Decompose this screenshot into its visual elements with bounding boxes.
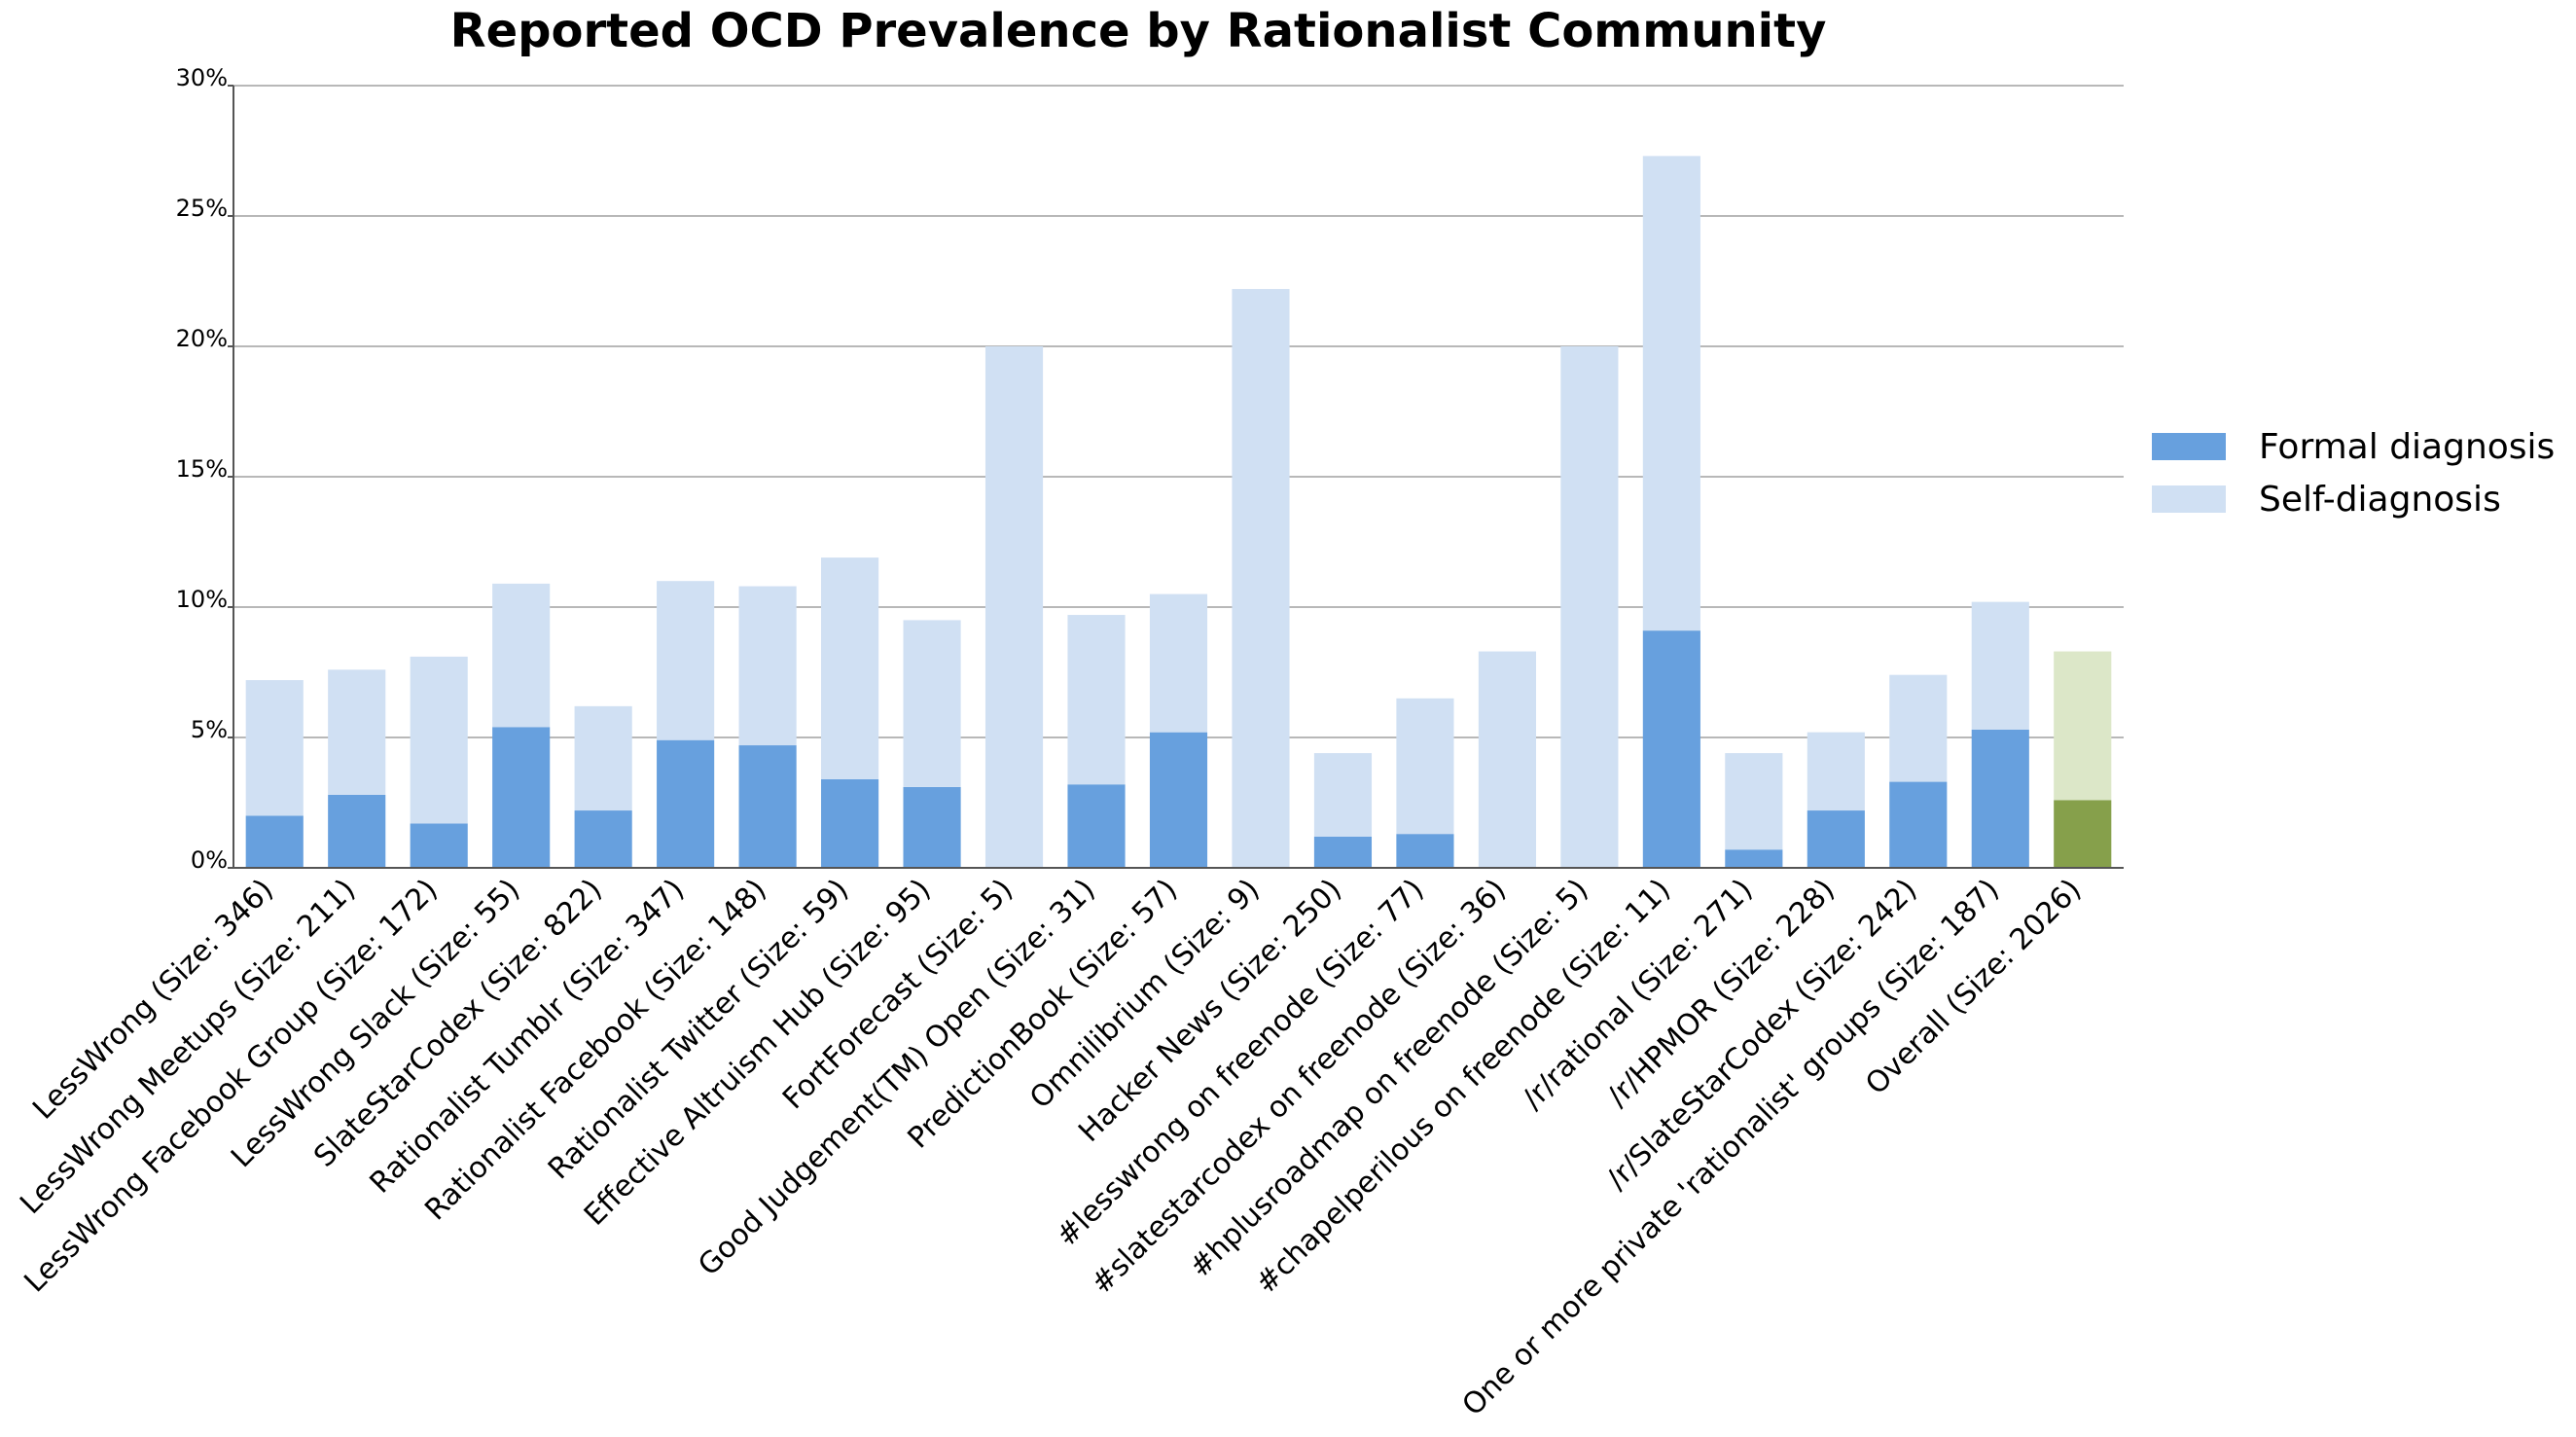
bar-formal-diagnosis [1642, 630, 1700, 868]
bar-formal-diagnosis [821, 778, 879, 868]
bar-self-diagnosis [245, 680, 304, 816]
x-category-label: LessWrong Meetups (Size: 211) [14, 873, 362, 1221]
bar-self-diagnosis [2054, 651, 2112, 801]
bar-self-diagnosis [1971, 601, 2029, 730]
y-tick-label: 20% [176, 325, 228, 352]
bar-self-diagnosis [328, 669, 386, 795]
legend-label-formal: Formal diagnosis [2259, 426, 2556, 467]
bar-formal-diagnosis [1149, 732, 1208, 868]
x-category-labels: LessWrong (Size: 346)LessWrong Meetups (… [14, 873, 2088, 1422]
legend: Formal diagnosis Self-diagnosis [2152, 420, 2555, 525]
bar-self-diagnosis [903, 620, 961, 787]
y-tick-label: 0% [191, 846, 228, 874]
bar-self-diagnosis [738, 586, 797, 746]
bar-self-diagnosis [1642, 156, 1700, 631]
bar-self-diagnosis [492, 583, 551, 728]
x-category-label: Rationalist Twitter (Size: 59) [542, 873, 855, 1186]
y-tick-label: 30% [176, 64, 228, 91]
bar-formal-diagnosis [1725, 849, 1783, 868]
legend-label-self: Self-diagnosis [2259, 479, 2501, 520]
bar-formal-diagnosis [1396, 834, 1454, 868]
bar-self-diagnosis [1725, 753, 1783, 850]
bar-formal-diagnosis [2054, 800, 2112, 868]
bar-formal-diagnosis [903, 786, 961, 868]
bar-self-diagnosis [821, 557, 879, 779]
bar-self-diagnosis [657, 581, 715, 740]
bar-formal-diagnosis [245, 815, 304, 868]
bar-self-diagnosis [1889, 674, 1948, 782]
legend-swatch-self [2152, 485, 2226, 513]
bar-self-diagnosis [1478, 651, 1536, 868]
bar-self-diagnosis [1149, 593, 1208, 733]
bar-self-diagnosis [1807, 732, 1865, 811]
bar-formal-diagnosis [1067, 784, 1126, 868]
legend-item-self: Self-diagnosis [2152, 473, 2555, 525]
bar-formal-diagnosis [1807, 810, 1865, 868]
x-category-label: One or more private 'rationalist' groups… [1456, 873, 2006, 1422]
legend-item-formal: Formal diagnosis [2152, 420, 2555, 473]
bars [245, 156, 2112, 868]
y-tick-label: 5% [191, 716, 228, 743]
y-tick-label: 15% [176, 455, 228, 483]
bar-self-diagnosis [410, 656, 468, 824]
bar-formal-diagnosis [657, 739, 715, 868]
bar-formal-diagnosis [1313, 836, 1373, 868]
bar-formal-diagnosis [1889, 781, 1948, 868]
legend-swatch-formal [2152, 433, 2226, 460]
bar-self-diagnosis [1396, 698, 1454, 835]
bar-self-diagnosis [1313, 753, 1373, 837]
bar-formal-diagnosis [1971, 729, 2029, 868]
y-tick-labels: 0% 5% 10% 15% 20% 25% 30% [176, 64, 228, 874]
axes [228, 85, 2124, 869]
bar-formal-diagnosis [738, 745, 797, 868]
y-tick-label: 10% [176, 586, 228, 613]
bar-formal-diagnosis [492, 727, 551, 868]
y-tick-label: 25% [176, 195, 228, 222]
bar-self-diagnosis [574, 705, 632, 811]
bar-self-diagnosis [1232, 289, 1290, 868]
bar-self-diagnosis [1560, 346, 1619, 868]
chart-title: Reported OCD Prevalence by Rationalist C… [449, 4, 1827, 58]
bar-formal-diagnosis [574, 810, 632, 868]
bar-formal-diagnosis [328, 794, 386, 868]
bar-self-diagnosis [984, 346, 1044, 868]
bar-self-diagnosis [1067, 615, 1126, 785]
bar-formal-diagnosis [410, 823, 468, 868]
